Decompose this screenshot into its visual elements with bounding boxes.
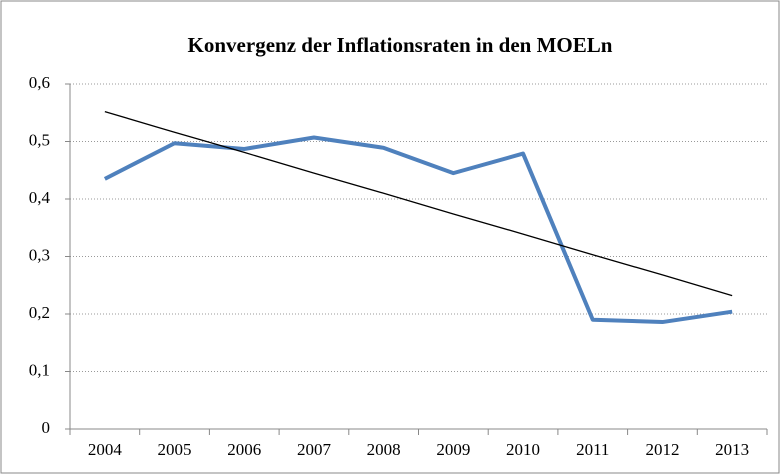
x-tick-label: 2012 (645, 440, 679, 459)
y-tick-label: 0,2 (29, 303, 50, 322)
x-tick-label: 2006 (227, 440, 261, 459)
y-tick-label: 0,5 (29, 130, 50, 149)
y-tick-label: 0 (42, 418, 51, 437)
y-tick-label: 0,1 (29, 360, 50, 379)
x-tick-label: 2013 (715, 440, 749, 459)
y-tick-label: 0,6 (29, 73, 50, 92)
y-tick-label: 0,3 (29, 245, 50, 264)
x-tick-label: 2009 (436, 440, 470, 459)
x-tick-label: 2007 (297, 440, 332, 459)
data-line (103, 135, 733, 325)
x-tick-label: 2008 (367, 440, 401, 459)
x-tick-label: 2010 (506, 440, 540, 459)
chart-title: Konvergenz der Inflationsraten in den MO… (188, 33, 613, 57)
trend-line (104, 110, 733, 297)
y-tick-label: 0,4 (29, 188, 51, 207)
x-tick-label: 2011 (576, 440, 609, 459)
x-tick-label: 2004 (88, 440, 123, 459)
x-tick-label: 2005 (158, 440, 192, 459)
